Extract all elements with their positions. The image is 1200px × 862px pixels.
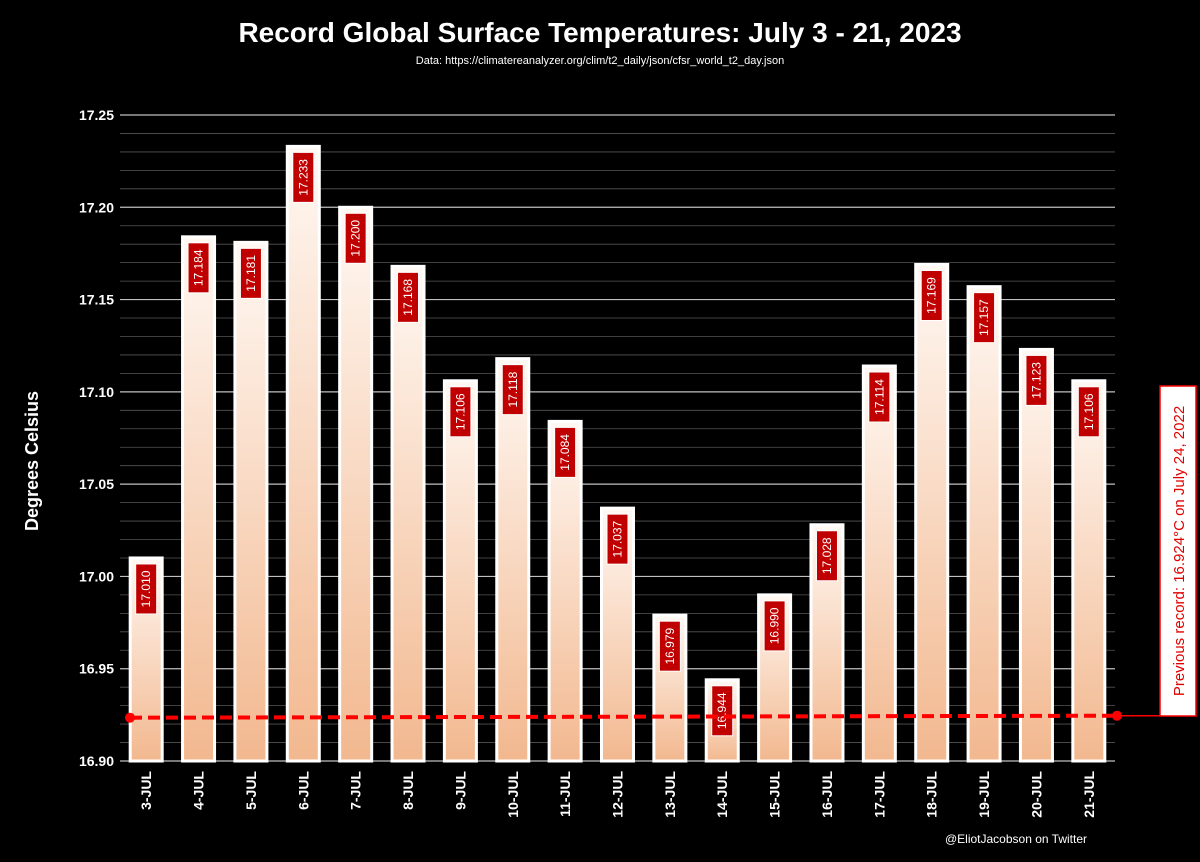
- x-tick-label: 9-JUL: [452, 771, 468, 810]
- data-label: 17.123: [1029, 362, 1043, 399]
- data-label: 17.084: [558, 434, 572, 471]
- x-tick-label: 15-JUL: [767, 771, 783, 818]
- x-tick-label: 16-JUL: [819, 771, 835, 818]
- data-label: 17.168: [401, 279, 415, 316]
- data-label-box: [239, 247, 262, 299]
- y-axis-label: Degrees Celsius: [22, 391, 42, 531]
- x-tick-label: 3-JUL: [138, 771, 154, 810]
- data-label: 17.181: [244, 255, 258, 292]
- x-tick-label: 21-JUL: [1081, 771, 1097, 818]
- data-label: 17.184: [192, 249, 206, 286]
- x-tick-label: 14-JUL: [714, 771, 730, 818]
- y-tick-label: 17.00: [79, 568, 114, 584]
- data-label-box: [135, 563, 158, 615]
- data-label: 17.169: [925, 277, 939, 314]
- reference-marker-left: [125, 712, 135, 723]
- data-label: 17.157: [977, 299, 991, 336]
- data-label: 17.010: [139, 570, 153, 607]
- y-tick-label: 16.90: [79, 753, 114, 769]
- x-tick-label: 19-JUL: [976, 771, 992, 818]
- y-tick-label: 17.20: [79, 199, 114, 215]
- data-label-box: [344, 212, 367, 264]
- bar-21-jul: [1071, 379, 1107, 763]
- data-label-box: [292, 151, 315, 203]
- y-tick-label: 17.15: [79, 292, 114, 308]
- x-tick-label: 4-JUL: [191, 771, 207, 810]
- data-label: 17.200: [349, 220, 363, 257]
- bar-4-jul: [181, 235, 217, 763]
- bar-11-jul: [547, 419, 583, 763]
- bar-20-jul: [1018, 347, 1054, 763]
- x-tick-label: 12-JUL: [610, 771, 626, 818]
- y-tick-label: 17.25: [79, 107, 114, 123]
- data-label: 17.037: [611, 520, 625, 557]
- data-label-box: [187, 242, 210, 294]
- bars: 17.010 17.184 17.181 17.233 17.200 17.168 17.1…: [128, 144, 1107, 763]
- data-label: 17.114: [872, 379, 886, 415]
- y-tick-label: 17.10: [79, 384, 114, 400]
- data-label-box: [868, 371, 891, 423]
- bar-9-jul: [442, 379, 478, 763]
- x-tick-label: 5-JUL: [243, 771, 259, 810]
- y-tick-label: 17.05: [79, 476, 114, 492]
- x-tick-label: 6-JUL: [295, 771, 311, 810]
- data-label-box: [658, 620, 681, 672]
- data-label-box: [1077, 386, 1100, 438]
- data-label: 16.944: [715, 692, 729, 729]
- bar-17-jul: [861, 364, 897, 763]
- bar-19-jul: [966, 285, 1002, 763]
- data-label: 17.118: [506, 371, 520, 407]
- y-axis-ticks: 16.90 16.95 17.00 17.05 17.10 17.15 17.20 17.25: [79, 107, 114, 769]
- data-label: 16.990: [768, 607, 782, 644]
- x-tick-label: 18-JUL: [924, 771, 940, 818]
- x-tick-label: 20-JUL: [1028, 771, 1044, 818]
- x-tick-label: 11-JUL: [557, 771, 573, 817]
- bar-6-jul: [285, 144, 321, 763]
- data-label: 17.106: [1082, 393, 1096, 430]
- bar-10-jul: [495, 357, 531, 763]
- chart-subtitle: Data: https://climatereanalyzer.org/clim…: [416, 55, 784, 67]
- x-tick-label: 7-JUL: [348, 771, 364, 810]
- data-label-box: [711, 685, 734, 737]
- reference-label: Previous record: 16.924°C on July 24, 20…: [1171, 406, 1188, 696]
- reference-line: [129, 713, 1118, 720]
- x-tick-label: 8-JUL: [400, 771, 416, 810]
- data-label: 17.106: [453, 393, 467, 430]
- data-label-box: [920, 270, 943, 322]
- data-label: 17.028: [820, 537, 834, 574]
- data-label-box: [606, 513, 629, 565]
- data-label-box: [1025, 354, 1048, 406]
- x-tick-label: 17-JUL: [871, 771, 887, 818]
- data-label-box: [973, 292, 996, 344]
- data-label: 16.979: [663, 628, 677, 665]
- data-label-box: [554, 426, 577, 478]
- data-label-box: [763, 600, 786, 652]
- data-label: 17.233: [296, 159, 310, 196]
- bar-5-jul: [233, 240, 269, 763]
- bar-8-jul: [390, 264, 426, 763]
- data-label-box: [449, 386, 472, 438]
- bar-7-jul: [338, 205, 374, 763]
- reference-label-box: [1159, 385, 1197, 717]
- reference-line-group: Previous record: 16.924°C on July 24, 20…: [125, 385, 1197, 723]
- chart-title: Record Global Surface Temperatures: July…: [238, 17, 961, 48]
- data-label-box: [815, 530, 838, 582]
- credit-text: @EliotJacobson on Twitter: [945, 832, 1087, 846]
- data-label-box: [397, 271, 420, 323]
- x-axis-ticks: 3-JUL 4-JUL 5-JUL 6-JUL 7-JUL 8-JUL 9-JUL 10-JU…: [138, 771, 1097, 818]
- x-tick-label: 13-JUL: [662, 771, 678, 818]
- data-label-box: [501, 364, 524, 416]
- x-tick-label: 10-JUL: [505, 771, 521, 818]
- bar-18-jul: [914, 263, 950, 763]
- y-tick-label: 16.95: [79, 661, 114, 677]
